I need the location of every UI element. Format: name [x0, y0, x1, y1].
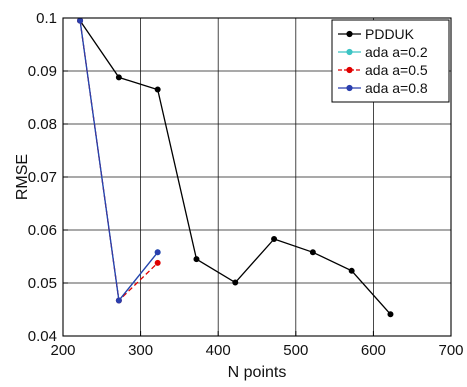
y-tick-label: 0.07 — [28, 169, 57, 186]
legend-marker-3 — [346, 84, 353, 92]
legend-marker-1 — [346, 48, 353, 56]
y-tick-label: 0.06 — [28, 222, 57, 239]
legend-label-1: ada a=0.2 — [365, 44, 428, 60]
x-tick-label: 400 — [206, 342, 231, 359]
y-tick-label: 0.09 — [28, 63, 57, 80]
x-tick-label: 300 — [128, 342, 153, 359]
series-markers — [77, 17, 394, 318]
x-tick-label: 600 — [361, 342, 386, 359]
series-point-0 — [115, 74, 122, 81]
series-point-2 — [154, 259, 161, 266]
legend-label-3: ada a=0.8 — [365, 80, 428, 96]
series-point-3 — [115, 297, 122, 304]
x-tick-label: 700 — [438, 342, 463, 359]
y-tick-label: 0.04 — [28, 328, 57, 345]
tick-labels: 200 300 400 500 600 700 0.04 0.05 0.06 0.07 0.08 0.… — [28, 10, 464, 359]
series-point-0 — [193, 256, 200, 263]
x-tick-label: 500 — [283, 342, 308, 359]
x-tick-label: 200 — [50, 342, 75, 359]
axis-ticks — [62, 17, 452, 337]
x-axis-title: N points — [228, 364, 287, 381]
y-tick-label: 0.1 — [36, 10, 57, 27]
legend-label-2: ada a=0.5 — [365, 62, 428, 78]
series-point-3 — [77, 17, 84, 24]
legend: PDDUK ada a=0.2 ada a=0.5 ada a=0.8 — [331, 19, 450, 103]
legend-label-0: PDDUK — [365, 26, 415, 42]
series-point-0 — [387, 311, 394, 318]
series-point-3 — [154, 249, 161, 256]
series-point-0 — [309, 249, 316, 256]
series-point-0 — [232, 279, 239, 286]
legend-marker-2 — [346, 66, 353, 74]
y-tick-label: 0.05 — [28, 275, 57, 292]
y-tick-label: 0.08 — [28, 116, 57, 133]
legend-marker-0 — [346, 30, 353, 38]
series-point-0 — [348, 267, 355, 274]
grid-lines — [62, 17, 452, 337]
series-point-0 — [154, 86, 161, 93]
y-axis-title: RMSE — [14, 154, 31, 200]
series-point-0 — [271, 236, 278, 243]
